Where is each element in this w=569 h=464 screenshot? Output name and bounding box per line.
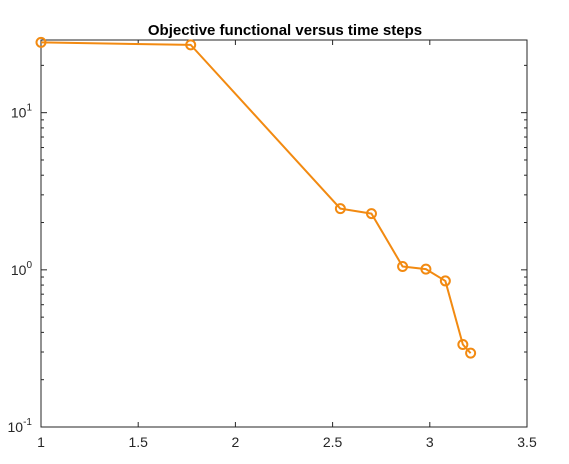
axis-ticks — [40, 40, 528, 428]
data-point-marker — [397, 261, 409, 273]
x-tick-label: 2.5 — [323, 434, 343, 450]
data-point-marker — [420, 263, 432, 275]
x-tick-label: 3.5 — [517, 434, 537, 450]
x-tick-label: 1 — [37, 434, 45, 450]
x-tick-labels: 1 1.5 2 2.5 3 3.5 — [37, 434, 537, 450]
y-tick-labels: 10-1 100 101 — [8, 103, 33, 435]
series-line — [40, 41, 472, 354]
plot-frame — [40, 39, 528, 428]
y-tick-label: 100 — [11, 260, 33, 278]
y-tick-label: 101 — [11, 103, 33, 121]
data-point-marker — [365, 208, 377, 220]
data-point-marker — [35, 36, 47, 48]
plot-box — [40, 39, 528, 428]
x-tick-label: 2 — [232, 434, 240, 450]
data-point-marker — [457, 338, 469, 350]
x-tick-label: 1.5 — [128, 434, 148, 450]
y-tick-label: 10-1 — [8, 417, 33, 435]
chart-title: Objective functional versus time steps — [148, 22, 422, 39]
data-point-marker — [439, 275, 451, 287]
x-tick-label: 3 — [426, 434, 434, 450]
data-point-marker — [465, 347, 477, 359]
data-series — [35, 36, 477, 359]
data-point-marker — [185, 39, 197, 51]
data-point-marker — [334, 203, 346, 215]
